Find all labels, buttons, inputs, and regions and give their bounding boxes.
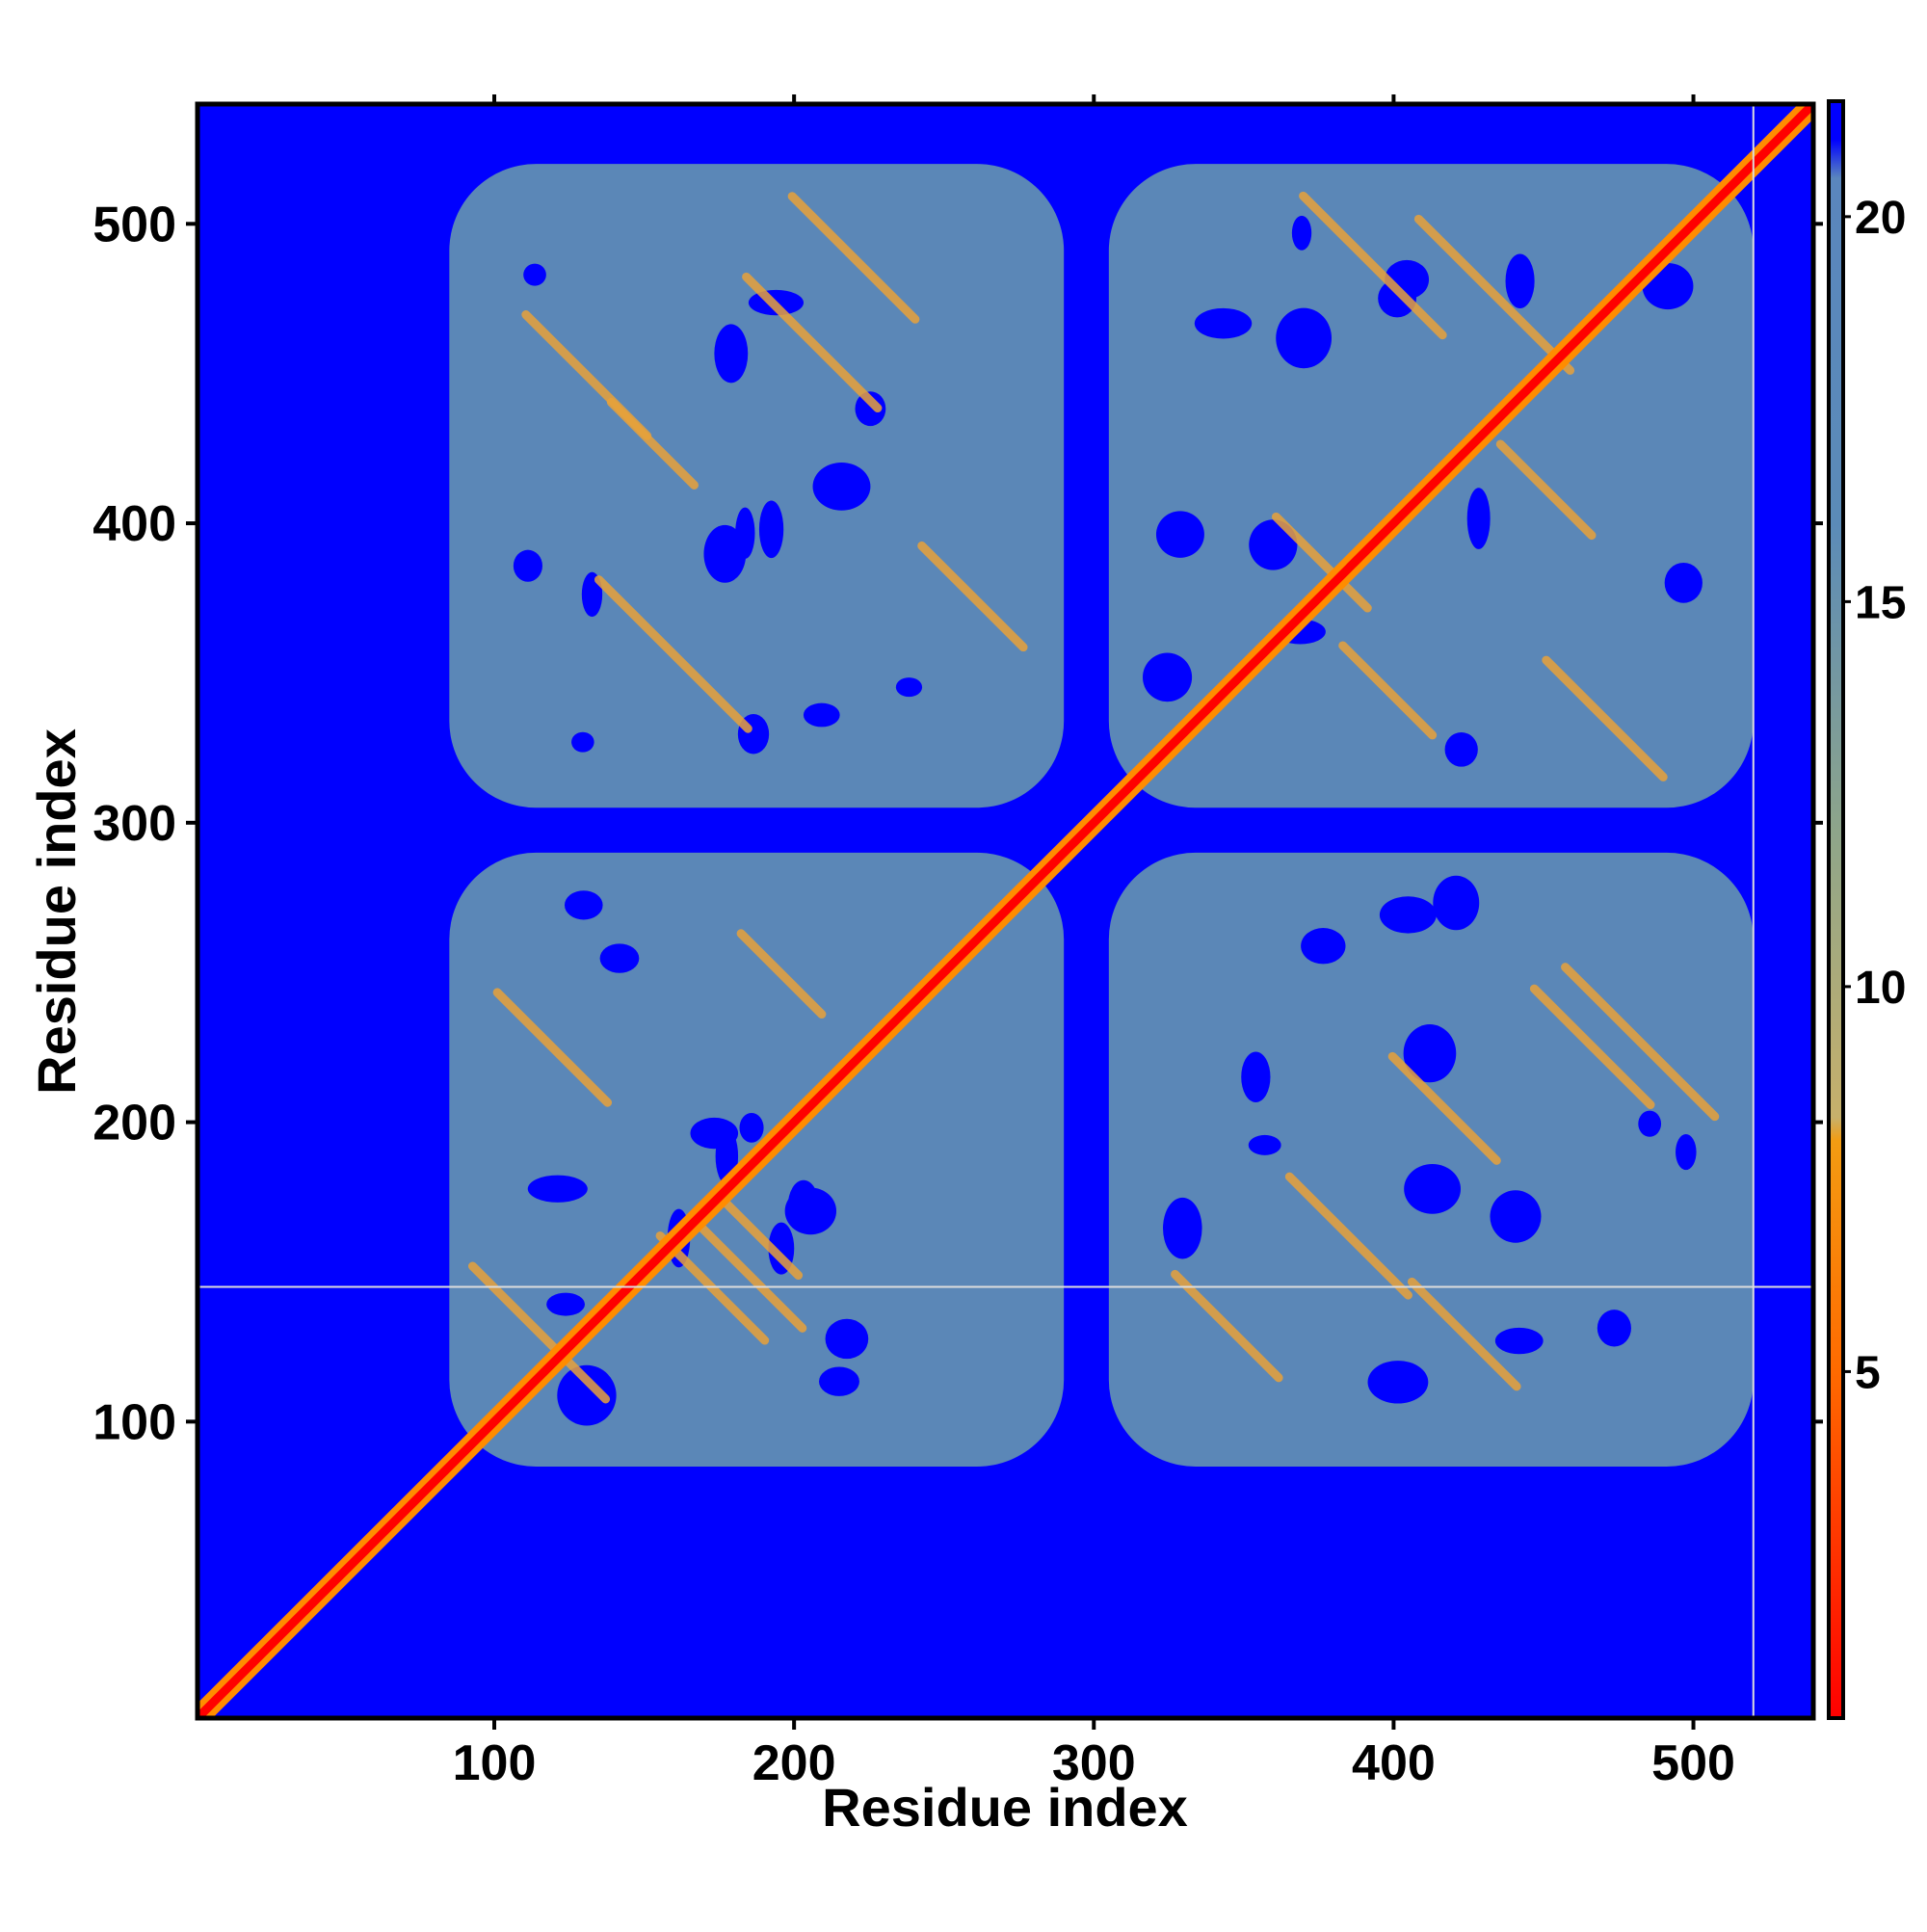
contact-gap bbox=[1301, 928, 1346, 965]
contact-stripe bbox=[742, 272, 883, 413]
contact-gap bbox=[819, 1366, 859, 1396]
contact-gap bbox=[1676, 1134, 1697, 1171]
contact-gap bbox=[1194, 307, 1253, 339]
x-axis-label: Residue index bbox=[822, 1777, 1188, 1838]
contact-stripe bbox=[736, 929, 827, 1019]
contact-block-3 bbox=[1108, 852, 1754, 1467]
contact-stripe bbox=[1495, 439, 1597, 541]
contact-gap bbox=[1241, 1051, 1271, 1103]
contact-stripe bbox=[1387, 1051, 1501, 1165]
contact-block-2 bbox=[449, 164, 1065, 808]
contact-gap bbox=[739, 1113, 764, 1143]
contact-gap bbox=[895, 677, 923, 698]
contact-gap bbox=[523, 263, 546, 286]
x-tick-label: 500 bbox=[1651, 1735, 1735, 1791]
diagonal-core bbox=[198, 104, 1813, 1718]
contact-stripe bbox=[594, 575, 752, 733]
contact-gap bbox=[1490, 1190, 1542, 1243]
plot-frame bbox=[195, 101, 1816, 1721]
x-tick-label: 100 bbox=[453, 1735, 537, 1791]
contact-gap bbox=[1276, 307, 1333, 369]
contact-gap bbox=[1155, 511, 1204, 558]
contact-stripe bbox=[1271, 512, 1372, 613]
heatmap-area bbox=[198, 104, 1813, 1718]
contact-gap bbox=[784, 1187, 837, 1235]
contact-stripe bbox=[467, 1261, 611, 1404]
contact-gap bbox=[703, 524, 747, 583]
colorbar-tick-label: 15 bbox=[1855, 577, 1906, 628]
contact-gap bbox=[571, 731, 594, 753]
contact-gap bbox=[690, 1117, 739, 1150]
contact-gap bbox=[714, 324, 749, 384]
contact-gap bbox=[1367, 1361, 1429, 1404]
colorbar-tick-label: 20 bbox=[1855, 193, 1906, 244]
y-tick-label: 100 bbox=[92, 1394, 176, 1450]
contact-gap bbox=[1433, 875, 1480, 931]
contact-stripe bbox=[692, 1218, 807, 1333]
contact-gap bbox=[1466, 488, 1491, 549]
contact-stripe bbox=[1338, 641, 1438, 740]
contact-gap bbox=[812, 462, 871, 511]
contact-stripe bbox=[720, 1197, 804, 1281]
x-tick-label: 300 bbox=[1052, 1735, 1136, 1791]
contact-stripe bbox=[606, 397, 699, 490]
contact-gap bbox=[1403, 1024, 1457, 1083]
contact-gap bbox=[1248, 1134, 1281, 1155]
contact-gap bbox=[1664, 562, 1703, 603]
contact-stripe bbox=[1413, 214, 1575, 375]
contact-gap bbox=[1597, 1310, 1631, 1347]
contact-stripe bbox=[1284, 1172, 1412, 1300]
colorbar-tick-label: 10 bbox=[1855, 963, 1906, 1014]
contact-stripe bbox=[1171, 1269, 1283, 1383]
contact-stripe bbox=[1407, 1277, 1521, 1391]
contact-gap bbox=[527, 1175, 588, 1203]
contact-stripe bbox=[1561, 963, 1720, 1122]
colorbar-tick-label: 5 bbox=[1855, 1347, 1881, 1398]
colorbar: 5 10 15 20 bbox=[1827, 99, 1906, 1720]
contact-stripe bbox=[787, 192, 920, 324]
y-axis-label: Residue index bbox=[26, 728, 87, 1095]
contact-gap bbox=[1404, 1164, 1462, 1214]
contact-gap bbox=[1638, 1110, 1662, 1137]
colorbar-ramp bbox=[1827, 99, 1845, 1720]
contact-gap bbox=[564, 890, 603, 920]
x-tick-label: 400 bbox=[1352, 1735, 1436, 1791]
contact-gap bbox=[599, 943, 640, 973]
axes: 100 200 300 400 500 100 200 300 400 500 bbox=[92, 94, 1823, 1791]
y-tick-label: 400 bbox=[92, 496, 176, 552]
contact-gap bbox=[1494, 1327, 1544, 1355]
contact-stripe bbox=[1542, 655, 1668, 781]
contact-stripe bbox=[917, 541, 1028, 652]
contact-stripe bbox=[1299, 191, 1447, 340]
y-tick-label: 200 bbox=[92, 1096, 176, 1151]
contact-gap bbox=[855, 391, 886, 427]
y-tick-label: 500 bbox=[92, 197, 176, 252]
contact-gap bbox=[803, 702, 840, 728]
contact-gap bbox=[557, 1364, 617, 1426]
contact-gap bbox=[1249, 519, 1298, 570]
contact-gap bbox=[1505, 253, 1535, 309]
contact-stripe bbox=[492, 988, 613, 1107]
contact-gap bbox=[758, 500, 784, 559]
contact-gap bbox=[825, 1318, 869, 1360]
contact-stripe bbox=[1529, 984, 1655, 1110]
x-tick-label: 200 bbox=[752, 1735, 836, 1791]
contact-gap bbox=[546, 1292, 585, 1316]
y-tick-label: 300 bbox=[92, 796, 176, 852]
contact-gap bbox=[1444, 731, 1478, 767]
contact-gap bbox=[1379, 896, 1437, 934]
contact-gap bbox=[513, 549, 542, 582]
contact-gap bbox=[1163, 1197, 1202, 1259]
contact-gap bbox=[1142, 652, 1193, 702]
contact-gap bbox=[1291, 215, 1312, 251]
